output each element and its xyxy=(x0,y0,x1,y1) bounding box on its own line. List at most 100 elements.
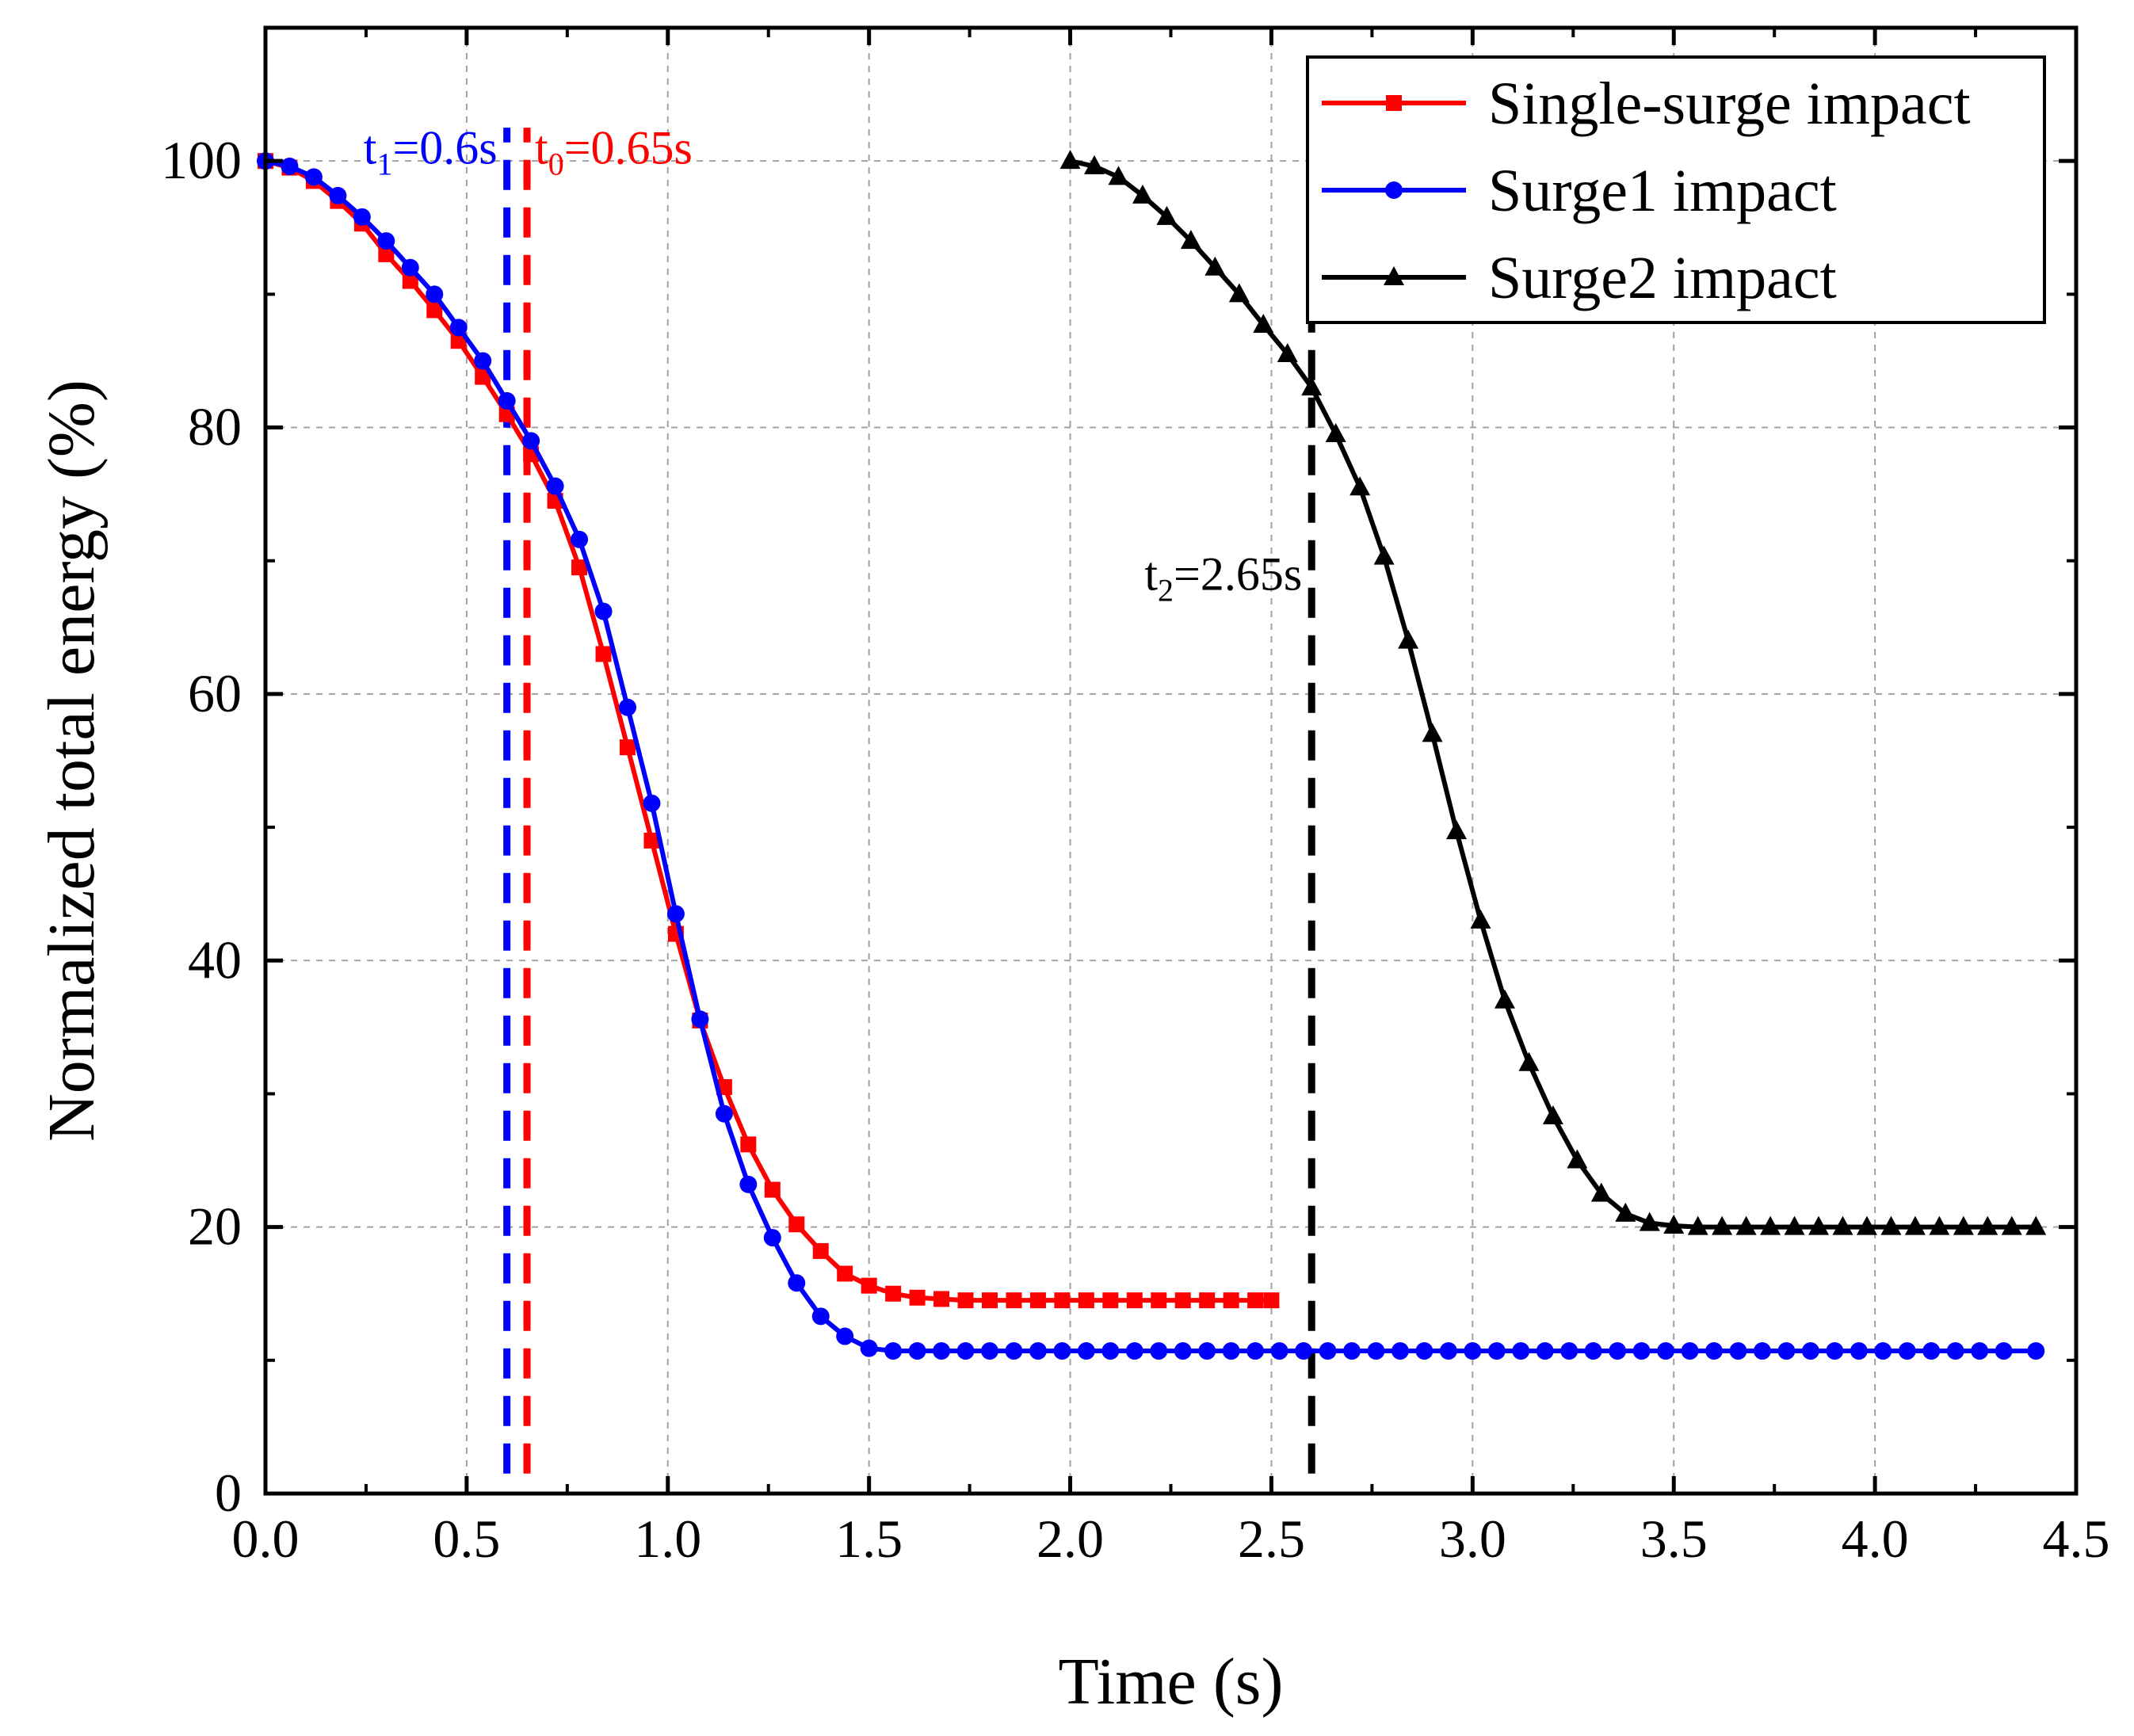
data-point-triangle xyxy=(1059,150,1081,170)
data-point-square xyxy=(595,646,612,662)
data-point-triangle xyxy=(1398,629,1419,649)
data-point-circle xyxy=(1753,1342,1771,1360)
data-point-circle xyxy=(788,1274,806,1292)
data-point-triangle xyxy=(1156,205,1178,225)
data-point-square xyxy=(402,273,418,289)
data-point-circle xyxy=(1584,1342,1602,1360)
data-point-square xyxy=(1054,1292,1071,1309)
x-axis-title: Time (s) xyxy=(1059,1645,1284,1719)
data-point-circle xyxy=(1053,1342,1071,1360)
data-point-circle xyxy=(884,1342,903,1360)
data-point-square xyxy=(1247,1292,1264,1309)
data-point-circle xyxy=(401,258,419,277)
data-point-circle xyxy=(619,698,636,716)
x-tick-label: 3.5 xyxy=(1640,1509,1708,1569)
data-point-square xyxy=(1006,1292,1022,1309)
axis-ticks xyxy=(263,26,2079,1496)
data-point-circle xyxy=(449,319,468,337)
data-point-square xyxy=(1151,1292,1167,1309)
data-point-circle xyxy=(1464,1342,1482,1360)
data-point-circle xyxy=(1385,181,1403,199)
data-point-triangle xyxy=(1132,184,1153,204)
data-point-circle xyxy=(811,1307,830,1326)
data-point-triangle xyxy=(1518,1051,1540,1071)
data-point-circle xyxy=(1874,1342,1892,1360)
data-point-circle xyxy=(1295,1342,1313,1360)
legend: Single-surge impact Surge1 impact Surge2 i… xyxy=(1306,55,2046,324)
data-point-circle xyxy=(1101,1342,1120,1360)
data-point-square xyxy=(933,1291,950,1307)
data-point-circle xyxy=(1512,1342,1530,1360)
data-point-triangle xyxy=(1422,723,1443,742)
data-point-triangle xyxy=(1384,266,1404,285)
data-point-triangle xyxy=(1639,1211,1660,1231)
data-point-circle xyxy=(715,1105,733,1123)
data-point-circle xyxy=(546,477,564,495)
data-point-circle xyxy=(1560,1342,1579,1360)
data-point-square xyxy=(812,1242,829,1259)
data-point-circle xyxy=(522,432,540,450)
data-point-circle xyxy=(1777,1342,1796,1360)
data-point-circle xyxy=(1850,1342,1868,1360)
data-point-triangle xyxy=(1567,1149,1588,1169)
x-tick-label: 0.0 xyxy=(232,1509,300,1569)
data-point-circle xyxy=(643,794,661,812)
data-series xyxy=(257,150,2047,1360)
data-point-circle xyxy=(329,186,347,204)
data-point-circle xyxy=(1246,1342,1265,1360)
data-point-square xyxy=(1029,1292,1046,1309)
data-point-triangle xyxy=(1180,230,1201,250)
data-point-triangle xyxy=(1470,909,1491,929)
data-point-circle xyxy=(836,1327,854,1345)
data-point-square xyxy=(378,246,395,262)
data-point-triangle xyxy=(1204,256,1226,276)
data-point-circle xyxy=(571,530,589,548)
data-point-circle xyxy=(1198,1342,1216,1360)
x-tick-label: 2.5 xyxy=(1238,1509,1305,1569)
x-tick-labels: 0.0 0.5 1.0 1.5 2.0 2.5 3.0 3.5 4.0 4.5 xyxy=(232,1509,2110,1569)
data-point-square xyxy=(1199,1292,1216,1309)
data-point-square xyxy=(620,739,636,756)
data-point-circle xyxy=(933,1342,951,1360)
data-point-square xyxy=(1174,1292,1191,1309)
data-point-square xyxy=(1102,1292,1119,1309)
data-point-circle xyxy=(763,1229,781,1247)
data-point-triangle xyxy=(1663,1214,1685,1234)
data-point-triangle xyxy=(1301,376,1323,396)
data-point-circle xyxy=(1922,1342,1941,1360)
data-point-square xyxy=(885,1285,902,1302)
time-marker-label: t0=0.65s xyxy=(535,121,693,181)
data-point-circle xyxy=(1657,1342,1675,1360)
data-point-circle xyxy=(1995,1342,2013,1360)
data-point-triangle xyxy=(1084,155,1105,174)
data-point-square xyxy=(643,832,660,849)
data-point-triangle xyxy=(1228,283,1250,303)
data-point-triangle xyxy=(1880,1215,1902,1235)
data-point-triangle xyxy=(1977,1215,1998,1235)
data-point-triangle xyxy=(1929,1215,1950,1235)
data-point-triangle xyxy=(1784,1215,1805,1235)
data-point-triangle xyxy=(1735,1215,1757,1235)
data-point-circle xyxy=(1801,1342,1819,1360)
data-point-circle xyxy=(1609,1342,1627,1360)
data-point-triangle xyxy=(1590,1182,1612,1202)
data-point-triangle xyxy=(2001,1215,2022,1235)
series-circle xyxy=(257,152,2045,1360)
y-tick-label: 100 xyxy=(161,130,242,190)
x-tick-label: 4.5 xyxy=(2043,1509,2110,1569)
data-point-circle xyxy=(1222,1342,1240,1360)
data-point-circle xyxy=(1125,1342,1143,1360)
x-tick-label: 2.0 xyxy=(1036,1509,1104,1569)
x-tick-label: 3.0 xyxy=(1439,1509,1506,1569)
data-point-square xyxy=(909,1289,926,1306)
data-point-square xyxy=(740,1136,757,1153)
data-point-circle xyxy=(1343,1342,1361,1360)
y-tick-label: 0 xyxy=(215,1463,242,1523)
time-marker-label: t2=2.65s xyxy=(1144,548,1302,609)
data-point-triangle xyxy=(1712,1215,1733,1235)
data-point-circle xyxy=(1150,1342,1168,1360)
legend-label: Surge2 impact xyxy=(1488,245,1837,311)
data-point-circle xyxy=(860,1339,878,1357)
y-tick-label: 60 xyxy=(188,663,242,723)
